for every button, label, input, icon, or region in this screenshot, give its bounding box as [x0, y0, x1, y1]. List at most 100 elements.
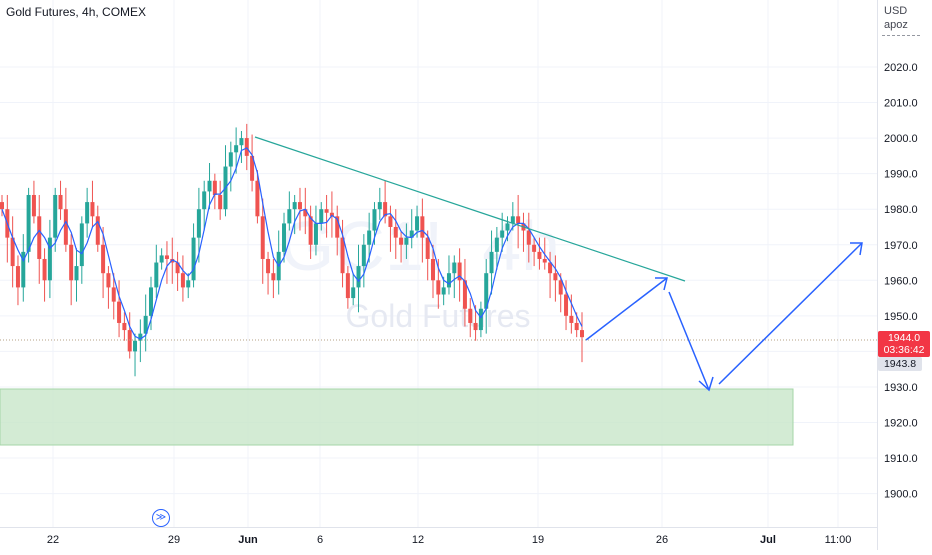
- support-zone[interactable]: [0, 388, 794, 446]
- candle-down: [542, 258, 547, 263]
- time-axis[interactable]: 22 29 Jun 6 12 19 26 Jul 11:00: [47, 534, 851, 546]
- candle-down: [548, 262, 553, 274]
- price-tick-label: 1910.0: [884, 453, 918, 465]
- candle-down: [303, 209, 308, 217]
- candle-down: [266, 258, 271, 274]
- price-axis[interactable]: 2020.0 2010.0 2000.0 1990.0 1980.0 1970.0 1960…: [884, 62, 918, 501]
- candle-down: [218, 194, 223, 210]
- candle-up: [372, 209, 377, 231]
- candle-down: [175, 262, 180, 274]
- price-tick-label: 1950.0: [884, 311, 918, 323]
- price-tick-label: 2020.0: [884, 62, 918, 74]
- candle-down: [537, 251, 542, 259]
- candle-down: [90, 202, 95, 217]
- candle-down: [526, 230, 531, 245]
- arrow-down[interactable]: [668, 291, 710, 391]
- candle-up: [510, 216, 515, 224]
- price-tick-label: 1930.0: [884, 382, 918, 394]
- price-tick-label: 1920.0: [884, 418, 918, 430]
- candle-down: [468, 308, 473, 323]
- candle-down: [324, 209, 329, 213]
- candle-down: [580, 330, 584, 338]
- price-tick-label: 2000.0: [884, 133, 918, 145]
- candle-down: [10, 237, 15, 267]
- candle-down: [250, 155, 255, 181]
- candle-down: [388, 216, 393, 227]
- candle-up: [228, 152, 233, 167]
- price-tick-label: 2010.0: [884, 98, 918, 110]
- candle-up: [282, 223, 287, 252]
- candle-up: [143, 315, 148, 334]
- candle-down: [569, 315, 574, 323]
- trend-line[interactable]: [254, 136, 686, 282]
- candle-down: [457, 262, 462, 281]
- candle-down: [574, 322, 579, 331]
- candle-down: [335, 216, 340, 238]
- candle-down: [31, 194, 36, 217]
- candle-up: [159, 255, 164, 263]
- candle-down: [308, 216, 313, 245]
- candle-up: [319, 209, 324, 224]
- candle-up: [489, 251, 494, 274]
- candle-down: [473, 322, 478, 331]
- candle-up: [154, 262, 159, 288]
- time-tick-label: 11:00: [825, 534, 852, 546]
- arrow-up-1-head: [655, 277, 668, 291]
- candle-down: [260, 216, 265, 259]
- arrow-up-1[interactable]: [585, 277, 668, 341]
- candle-down: [340, 237, 345, 274]
- candle-down: [0, 202, 4, 210]
- candle-down: [393, 226, 398, 238]
- time-tick-label: 12: [412, 534, 424, 546]
- last-price-tag: 1944.0 03:36:42: [878, 331, 930, 357]
- symbol-title: Gold Futures, 4h, COMEX: [6, 5, 147, 19]
- arrow-down-head: [698, 376, 714, 392]
- candle-down: [117, 301, 122, 323]
- candle-up: [287, 209, 292, 224]
- candle-down: [69, 244, 74, 281]
- candle-up: [74, 266, 79, 281]
- candle-up: [377, 202, 382, 210]
- price-tick-label: 1970.0: [884, 240, 918, 252]
- time-tick-label: 22: [47, 534, 59, 546]
- unit-underline: [882, 35, 920, 36]
- candle-up: [404, 237, 409, 245]
- candle-up: [133, 340, 138, 352]
- candle-down: [122, 322, 127, 331]
- candle-down: [63, 209, 68, 245]
- candle-up: [356, 266, 361, 288]
- candle-down: [37, 216, 42, 259]
- arrow-up-2-head: [850, 242, 863, 256]
- candle-down: [58, 194, 63, 210]
- projection-arrows[interactable]: [585, 242, 863, 392]
- candle-up: [53, 194, 58, 238]
- candle-up: [85, 202, 90, 224]
- time-tick-label: 6: [317, 534, 323, 546]
- candle-down: [462, 280, 467, 309]
- candle-down: [106, 273, 111, 288]
- arrow-up-2[interactable]: [718, 242, 863, 385]
- bar-countdown: 03:36:42: [883, 344, 925, 356]
- time-tick-label: Jul: [760, 534, 776, 546]
- unit-label[interactable]: apoz: [884, 19, 908, 31]
- candle-down: [180, 273, 185, 288]
- candle-down: [255, 180, 260, 217]
- candle-down: [345, 273, 350, 299]
- candle-up: [494, 237, 499, 252]
- candle-up: [47, 237, 52, 281]
- candle-up: [446, 273, 451, 288]
- candle-up: [441, 287, 446, 295]
- secondary-price-tag: 1943.8: [878, 357, 922, 371]
- time-tick-label: Jun: [238, 534, 258, 546]
- replay-button[interactable]: ≫: [152, 509, 170, 527]
- candle-down: [532, 244, 537, 252]
- candle-down: [244, 138, 249, 156]
- candle-down: [399, 237, 404, 245]
- candle-up: [484, 273, 489, 309]
- currency-label[interactable]: USD: [884, 5, 908, 17]
- candle-up: [239, 138, 244, 146]
- last-price-value: 1944.0: [887, 332, 921, 344]
- candle-down: [95, 216, 100, 245]
